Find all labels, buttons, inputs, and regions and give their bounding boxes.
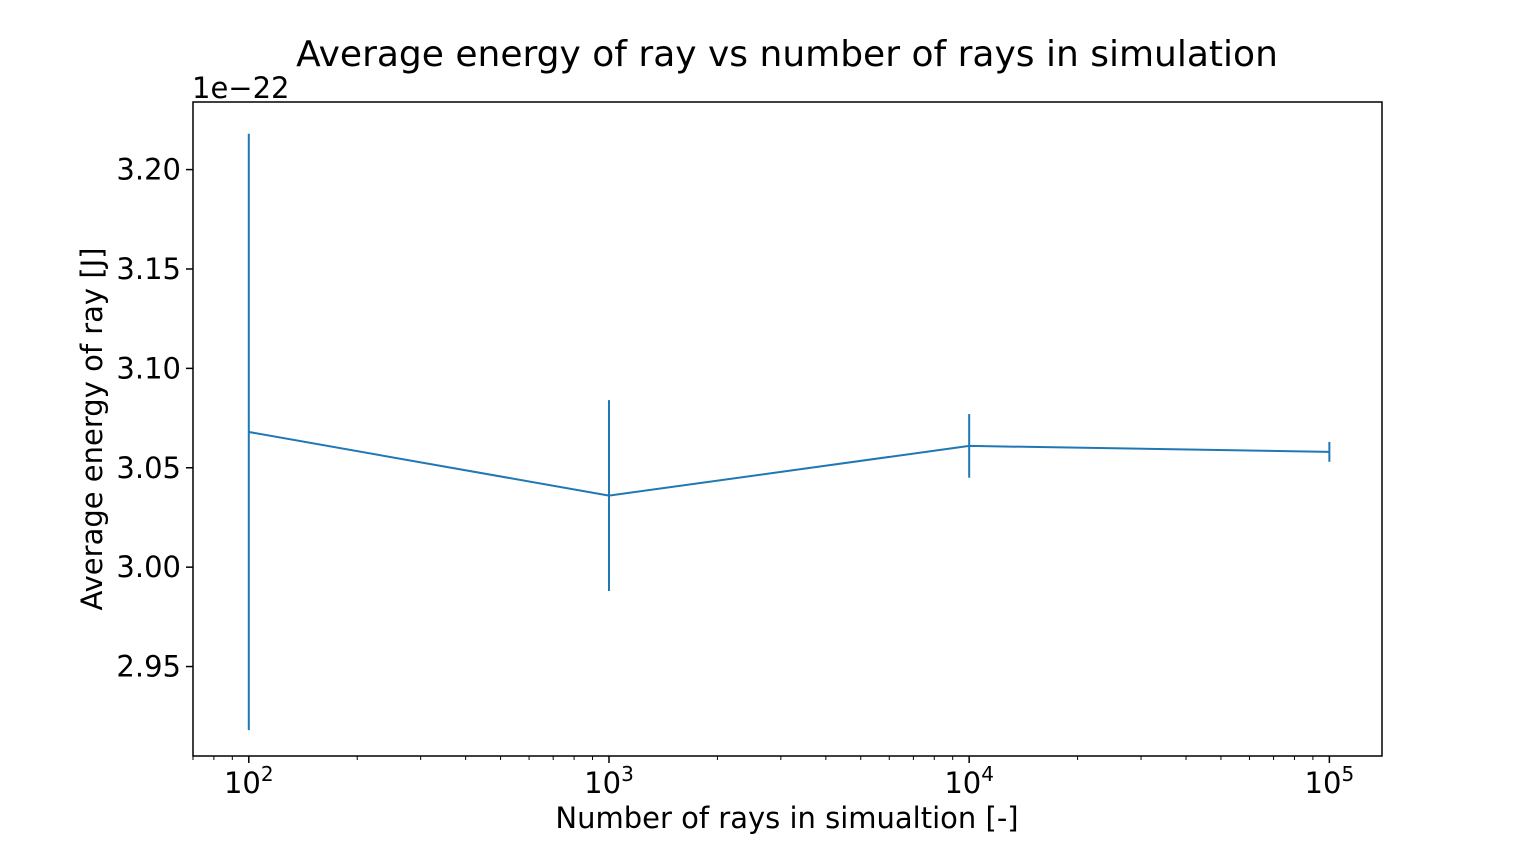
y-offset-label: 1e−22: [192, 71, 290, 105]
y-tick-label-2: 3.05: [116, 451, 181, 485]
x-tick-exp-3: 5: [1341, 762, 1354, 786]
series-group: [247, 133, 1331, 731]
y-tick-label-3: 3.10: [116, 351, 181, 385]
x-tick-exp-2: 4: [981, 762, 994, 786]
x-tick-label-2: 104: [944, 762, 994, 800]
x-tick-label-0: 102: [224, 762, 274, 800]
x-tick-label-1: 103: [584, 762, 634, 800]
x-tick-label-3: 105: [1305, 762, 1355, 800]
y-tick-label-0: 2.95: [116, 650, 181, 684]
y-tick-label-1: 3.00: [116, 550, 181, 584]
chart-title: Average energy of ray vs number of rays …: [296, 34, 1278, 75]
x-tick-base-0: 10: [224, 766, 261, 800]
x-tick-exp-0: 2: [261, 762, 274, 786]
plot-frame: [192, 101, 1383, 757]
x-tick-exp-1: 3: [621, 762, 634, 786]
y-axis-label: Average energy of ray [J]: [75, 248, 109, 611]
x-tick-base-2: 10: [944, 766, 981, 800]
x-tick-base-1: 10: [584, 766, 621, 800]
x-tick-base-3: 10: [1305, 766, 1342, 800]
series-line-0: [248, 430, 1330, 497]
y-tick-label-4: 3.15: [116, 252, 181, 286]
y-tick-label-5: 3.20: [116, 153, 181, 187]
x-axis-label: Number of rays in simualtion [-]: [555, 801, 1018, 835]
